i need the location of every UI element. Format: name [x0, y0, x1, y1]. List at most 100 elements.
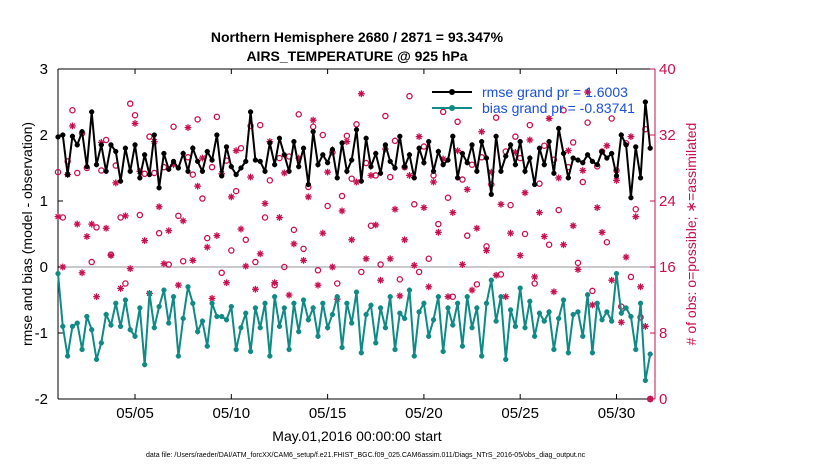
- obs-possible-point: [319, 131, 327, 139]
- obs-assimilated-point: [545, 115, 553, 122]
- obs-assimilated-point: [309, 116, 317, 124]
- bias-point: [517, 285, 523, 291]
- obs-assimilated-point: [126, 265, 134, 273]
- y-right-tick-label: 0: [659, 391, 667, 408]
- obs-possible-point: [377, 261, 384, 268]
- obs-possible-point: [439, 108, 447, 116]
- rmse-point: [628, 195, 634, 201]
- bias-line: [57, 273, 652, 381]
- bias-point: [117, 323, 124, 330]
- obs-assimilated-point: [386, 255, 394, 263]
- bias-point: [89, 327, 95, 333]
- obs-possible-point: [560, 107, 567, 114]
- rmse-point: [416, 145, 422, 151]
- obs-assimilated-point: [420, 204, 428, 211]
- obs-assimilated-point: [430, 178, 437, 186]
- obs-assimilated-point: [372, 221, 380, 229]
- obs-possible-point: [396, 276, 404, 283]
- bias-point: [300, 297, 307, 303]
- rmse-point: [194, 158, 201, 165]
- y-tick-label: -2: [35, 391, 48, 408]
- y-axis-label-left: rmse and bias (model - observation): [19, 122, 35, 346]
- obs-assimilated-point: [78, 269, 86, 277]
- plot-background: [58, 69, 655, 399]
- obs-possible-point: [367, 222, 375, 229]
- bias-point: [291, 300, 297, 306]
- bias-point: [459, 343, 466, 349]
- bias-point: [55, 270, 61, 277]
- rmse-point: [353, 127, 360, 133]
- obs-possible-point: [574, 259, 582, 267]
- obs-assimilated-point: [507, 229, 514, 237]
- obs-assimilated-point: [338, 207, 346, 215]
- obs-assimilated-point: [391, 205, 399, 213]
- obs-possible-point: [603, 238, 611, 246]
- obs-assimilated-point: [242, 262, 250, 270]
- y-tick-label: -1: [35, 325, 48, 342]
- obs-assimilated-point: [584, 88, 591, 96]
- bias-point: [397, 310, 403, 316]
- bias-point: [219, 313, 225, 320]
- obs-possible-point: [146, 133, 153, 140]
- obs-assimilated-point: [348, 236, 356, 244]
- obs-possible-point: [338, 192, 346, 200]
- bias-point: [320, 300, 326, 306]
- bias-point: [296, 329, 302, 335]
- y-right-tick-label: 32: [659, 127, 676, 144]
- obs-possible-point: [203, 234, 211, 242]
- rmse-point: [262, 168, 268, 174]
- legend-label: bias grand pr = -0.83741: [482, 100, 635, 116]
- obs-assimilated-point: [117, 285, 124, 292]
- obs-assimilated-point: [155, 203, 163, 211]
- bias-point: [493, 318, 499, 324]
- obs-assimilated-point: [574, 266, 582, 273]
- bias-point: [546, 309, 552, 315]
- rmse-point: [324, 160, 331, 166]
- bias-point: [132, 333, 138, 339]
- obs-possible-point: [391, 137, 399, 145]
- bias-point: [267, 353, 273, 359]
- rmse-point: [637, 175, 644, 181]
- obs-possible-point: [247, 122, 254, 130]
- rmse-point: [276, 135, 283, 141]
- obs-assimilated-point: [276, 214, 283, 221]
- obs-possible-point: [126, 100, 134, 107]
- obs-assimilated-point: [189, 257, 197, 264]
- obs-possible-point: [266, 177, 274, 184]
- rmse-point: [146, 171, 153, 178]
- obs-assimilated-point: [304, 193, 312, 201]
- rmse-point: [498, 168, 504, 174]
- obs-assimilated-point: [468, 286, 476, 294]
- y-right-tick-label: 40: [659, 61, 676, 78]
- obs-possible-point: [435, 220, 442, 228]
- rmse-point: [310, 129, 316, 135]
- bias-point: [536, 310, 543, 316]
- bias-point: [247, 348, 254, 355]
- bias-point: [382, 325, 389, 331]
- bias-point: [599, 317, 605, 323]
- bias-point: [204, 343, 210, 349]
- obs-assimilated-point: [131, 120, 139, 127]
- bias-point: [353, 289, 360, 295]
- obs-possible-point: [228, 247, 235, 254]
- rmse-point: [252, 157, 259, 163]
- bias-point: [416, 309, 422, 315]
- obs-possible-point: [194, 116, 201, 123]
- obs-possible-point: [252, 258, 259, 266]
- obs-possible-point: [632, 205, 639, 213]
- rmse-point: [64, 171, 71, 178]
- obs-assimilated-point: [569, 222, 577, 230]
- bias-point: [507, 307, 514, 313]
- rmse-line: [57, 101, 652, 198]
- obs-assimilated-point: [83, 233, 91, 240]
- rmse-point: [531, 181, 538, 188]
- obs-possible-point: [627, 273, 635, 281]
- bias-point: [214, 313, 220, 320]
- y-right-tick-label: 16: [659, 259, 676, 276]
- rmse-point: [286, 168, 292, 174]
- obs-assimilated-point: [280, 169, 288, 177]
- obs-assimilated-point: [459, 261, 466, 268]
- obs-possible-point: [324, 202, 331, 210]
- obs-possible-point: [179, 257, 187, 265]
- obs-possible-point: [59, 214, 67, 221]
